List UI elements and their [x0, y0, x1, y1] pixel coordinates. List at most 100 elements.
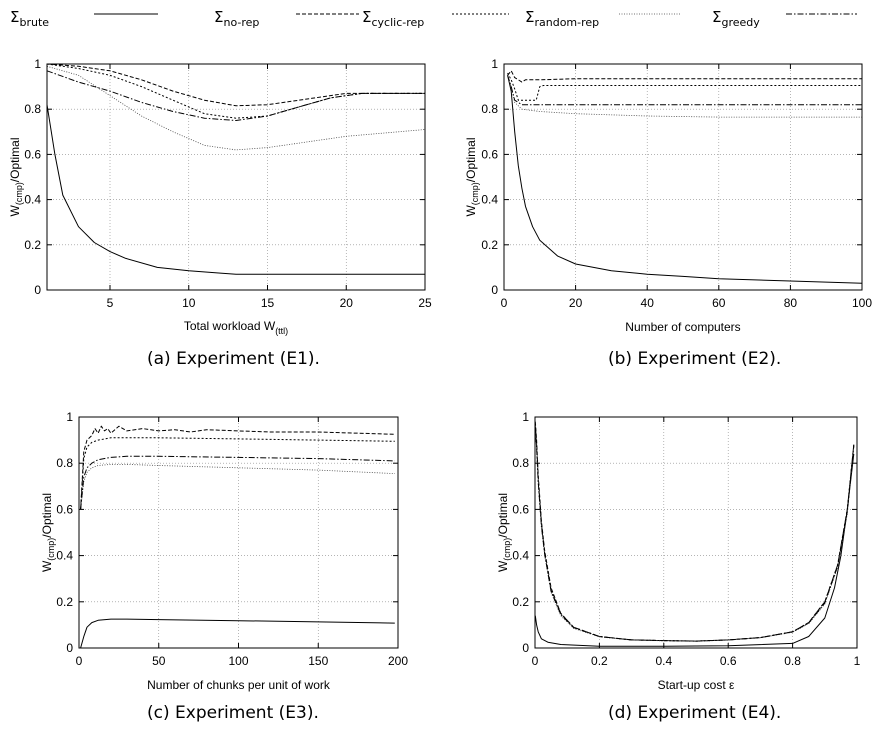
legend-subscript: no-rep [223, 16, 259, 29]
legend-entry-brute: Σbrute [10, 8, 158, 29]
series-line-brute [80, 618, 395, 649]
x-tick-label: 100 [228, 654, 248, 668]
panel-caption: (a) Experiment (E1). [147, 349, 320, 369]
series-line-random [534, 428, 855, 642]
y-tick-label: 0.2 [56, 595, 73, 609]
series-line-norep [80, 425, 395, 510]
y-tick-label: 1 [66, 410, 73, 424]
x-tick-label: 0.8 [784, 654, 801, 668]
x-tick-label: 0.6 [720, 654, 737, 668]
series-line-cyclic [80, 437, 395, 510]
legend-subscript: cyclic-rep [371, 16, 424, 29]
legend-subscript: random-rep [534, 16, 599, 29]
x-tick-label: 10 [182, 296, 196, 310]
x-tick-label: 15 [261, 296, 275, 310]
y-tick-label: 0.6 [24, 147, 41, 161]
legend-symbol: Σ [214, 8, 223, 26]
y-tick-label: 0.8 [481, 102, 498, 116]
panel-caption: (c) Experiment (E3). [147, 703, 319, 723]
y-axis-label: W(cmp)/Optimal [40, 493, 56, 572]
x-tick-label: 5 [107, 296, 114, 310]
series-line-cyclic [534, 423, 855, 642]
legend-symbol: Σ [525, 8, 534, 26]
x-tick-label: 60 [712, 296, 726, 310]
y-tick-label: 1 [522, 410, 529, 424]
panel-caption: (b) Experiment (E2). [608, 349, 781, 369]
x-axis-label: Number of computers [625, 320, 740, 334]
y-tick-label: 0.4 [24, 193, 41, 207]
x-tick-label: 0 [501, 296, 508, 310]
chart-panel-3: 0 50 100 150 200 0 0.2 0.4 0.6 0.8 1 Number of chun… [40, 410, 408, 723]
chart-panel-2: 0 20 40 60 80 100 0 0.2 0.4 0.6 0.8 1 Number of comp… [464, 57, 872, 369]
y-tick-label: 0 [34, 283, 41, 297]
legend-symbol: Σ [712, 8, 721, 26]
y-tick-label: 0 [66, 641, 73, 655]
plot-frame [534, 416, 858, 649]
legend-entry-norep: Σno-rep [214, 8, 359, 29]
grid [79, 417, 398, 648]
x-tick-label: 20 [340, 296, 354, 310]
series-group [534, 421, 855, 647]
y-tick-label: 0.2 [481, 238, 498, 252]
series-line-greedy [507, 75, 862, 106]
series-group [507, 70, 863, 284]
x-tick-label: 0.2 [591, 654, 608, 668]
series-group [80, 425, 395, 649]
y-tick-label: 0.4 [512, 549, 529, 563]
legend-entry-greedy: Σgreedy [712, 8, 857, 29]
x-axis-label: Total workload W(ttl) [184, 319, 288, 336]
x-tick-label: 1 [854, 654, 861, 668]
x-tick-label: 200 [388, 654, 408, 668]
y-axis-label: W(cmp)/Optimal [464, 137, 480, 216]
plot-frame [503, 63, 863, 291]
series-line-norep [507, 70, 862, 83]
y-tick-label: 0 [491, 283, 498, 297]
chart-panel-4: 0 0.2 0.4 0.6 0.8 1 0 0.2 0.4 0.6 0.8 1 Start-up cos… [496, 410, 861, 723]
y-tick-label: 1 [491, 57, 498, 71]
y-axis-label: W(cmp)/Optimal [8, 137, 24, 216]
series-line-cyclic [507, 72, 862, 101]
x-tick-label: 100 [852, 296, 872, 310]
legend: Σbrute Σno-rep Σcyclic-rep Σrandom-rep Σgree… [10, 8, 857, 29]
y-tick-label: 0.8 [56, 456, 73, 470]
legend-symbol: Σ [10, 8, 19, 26]
y-tick-label: 0.8 [24, 102, 41, 116]
x-axis-label: Start-up cost ε [658, 678, 735, 692]
series-line-cyclic [46, 63, 425, 119]
legend-symbol: Σ [362, 8, 371, 26]
series-line-random [507, 75, 862, 118]
y-tick-label: 0.4 [481, 193, 498, 207]
x-tick-label: 0 [532, 654, 539, 668]
x-tick-label: 40 [641, 296, 655, 310]
plot-frame [46, 63, 426, 291]
y-tick-label: 0.2 [24, 238, 41, 252]
y-axis-label: W(cmp)/Optimal [496, 493, 512, 572]
legend-entry-cyclic: Σcyclic-rep [362, 8, 509, 29]
series-line-greedy [80, 455, 395, 510]
y-tick-label: 0.2 [512, 595, 529, 609]
x-tick-label: 80 [784, 296, 798, 310]
legend-label-brute: Σbrute [10, 8, 49, 29]
legend-label-cyclic: Σcyclic-rep [362, 8, 424, 29]
y-tick-label: 0 [522, 641, 529, 655]
panel-caption: (d) Experiment (E4). [608, 703, 781, 723]
series-group [46, 63, 426, 275]
y-tick-label: 0.8 [512, 456, 529, 470]
series-line-random [80, 463, 395, 510]
legend-subscript: brute [19, 16, 49, 29]
x-tick-label: 0 [76, 654, 83, 668]
legend-label-norep: Σno-rep [214, 8, 259, 29]
x-axis-label: Number of chunks per unit of work [147, 678, 331, 692]
series-line-brute [507, 75, 863, 284]
legend-label-random: Σrandom-rep [525, 8, 599, 29]
grid [47, 64, 425, 290]
series-line-norep [46, 63, 425, 107]
chart-panel-1: 5 10 15 20 25 0 0.2 0.4 0.6 0.8 1 Total workload W(… [8, 57, 432, 369]
series-line-brute [534, 453, 855, 647]
x-tick-label: 25 [418, 296, 432, 310]
legend-entry-random: Σrandom-rep [525, 8, 681, 29]
series-line-greedy [46, 70, 425, 121]
x-tick-label: 20 [569, 296, 583, 310]
y-tick-label: 0.6 [56, 502, 73, 516]
